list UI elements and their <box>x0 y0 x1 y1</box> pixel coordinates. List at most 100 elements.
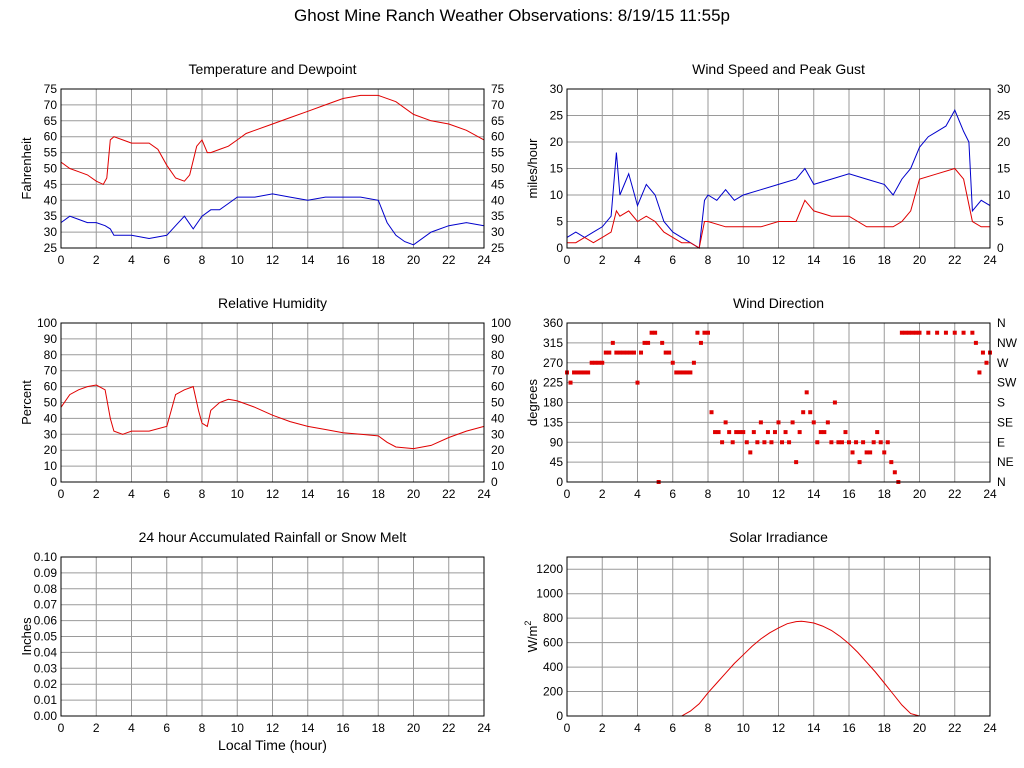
y-tick-label-right: E <box>997 435 1005 449</box>
y-tick-label-right: 100 <box>491 316 511 330</box>
y-tick-label-right: 50 <box>491 396 505 410</box>
data-point <box>706 330 710 335</box>
y-tick-label-right: 65 <box>491 114 505 128</box>
data-point <box>780 440 785 445</box>
y-tick-label: 1200 <box>536 562 563 576</box>
y-tick-label: 0.06 <box>34 614 58 628</box>
x-tick-label: 16 <box>336 253 350 267</box>
data-point <box>797 430 802 435</box>
y-tick-label: 35 <box>44 209 58 223</box>
y-tick-label: 0.08 <box>34 582 58 596</box>
series-line-red <box>567 167 990 249</box>
data-point <box>596 360 601 365</box>
data-point <box>702 330 707 335</box>
y-axis-label: degrees <box>525 379 540 426</box>
x-tick-label: 10 <box>737 253 751 267</box>
y-tick-label: 400 <box>543 660 563 674</box>
y-tick-label-right: 90 <box>491 332 505 346</box>
x-tick-label: 24 <box>477 721 491 735</box>
x-tick-label: 0 <box>564 253 571 267</box>
x-tick-label: 16 <box>336 487 350 501</box>
y-tick-label-right: 50 <box>491 162 505 176</box>
data-point <box>822 430 827 435</box>
y-tick-label-right: 70 <box>491 98 505 112</box>
data-point <box>847 440 851 445</box>
x-tick-label: 12 <box>772 487 786 501</box>
plot-frame <box>566 556 991 717</box>
y-tick-label-right: 20 <box>491 443 505 457</box>
y-tick-label: 25 <box>550 109 564 123</box>
data-point <box>776 420 781 425</box>
data-point <box>698 340 703 345</box>
x-tick-label: 0 <box>58 487 65 501</box>
data-point <box>801 410 806 415</box>
x-tick-label: 8 <box>705 253 712 267</box>
data-point <box>716 430 721 435</box>
chart-title: Relative Humidity <box>218 295 327 311</box>
y-tick-label: 0.01 <box>34 693 58 707</box>
chart-rain: 24 hour Accumulated Rainfall or Snow Mel… <box>19 529 491 735</box>
data-point <box>984 360 989 365</box>
y-tick-label: 0 <box>556 241 563 255</box>
y-tick-label-right: 5 <box>997 215 1004 229</box>
y-tick-label: 45 <box>44 177 58 191</box>
y-tick-label-right: 55 <box>491 146 505 160</box>
y-tick-label: 0.04 <box>34 645 58 659</box>
data-point <box>832 400 837 405</box>
y-tick-label-right: 10 <box>491 459 505 473</box>
data-point <box>857 460 862 465</box>
y-tick-label: 70 <box>44 364 58 378</box>
y-tick-label-right: 35 <box>491 209 505 223</box>
data-point <box>579 370 584 375</box>
x-tick-label: 6 <box>163 721 170 735</box>
x-tick-label: 0 <box>564 487 571 501</box>
data-point <box>709 410 714 415</box>
data-point <box>758 420 763 425</box>
x-tick-label: 2 <box>599 721 606 735</box>
data-point <box>769 440 774 445</box>
x-tick-label: 2 <box>599 487 606 501</box>
data-point <box>765 430 770 435</box>
data-point <box>727 430 732 435</box>
x-tick-label: 22 <box>442 487 456 501</box>
x-tick-label: 24 <box>477 253 491 267</box>
y-tick-label-right: 40 <box>491 411 505 425</box>
y-tick-label-right: N <box>997 316 1006 330</box>
y-tick-label: 90 <box>44 332 58 346</box>
plot-frame <box>566 88 991 249</box>
y-tick-label-right: 30 <box>491 225 505 239</box>
data-point <box>878 440 883 445</box>
y-tick-label: 0.03 <box>34 661 58 675</box>
data-point <box>642 340 647 345</box>
data-point <box>762 440 767 445</box>
y-tick-label: 55 <box>44 146 58 160</box>
y-tick-label: 360 <box>543 316 563 330</box>
y-tick-label: 0.07 <box>34 598 58 612</box>
x-tick-label: 16 <box>842 487 856 501</box>
y-tick-label-right: 60 <box>491 380 505 394</box>
y-tick-label: 315 <box>543 336 563 350</box>
series-line-blue <box>60 193 485 246</box>
data-point <box>674 370 679 375</box>
y-tick-label-right: 60 <box>491 130 505 144</box>
y-tick-label: 135 <box>543 415 563 429</box>
x-tick-label: 10 <box>737 721 751 735</box>
data-point <box>943 330 948 335</box>
y-tick-label: 0.00 <box>34 709 58 723</box>
y-tick-label-right: 0 <box>491 475 498 489</box>
x-tick-label: 16 <box>842 253 856 267</box>
y-tick-label-right: 45 <box>491 177 505 191</box>
x-tick-label: 18 <box>878 487 892 501</box>
y-tick-label: 30 <box>44 225 58 239</box>
y-axis-label: Percent <box>19 380 34 425</box>
data-point <box>667 350 672 355</box>
data-point <box>829 440 834 445</box>
x-tick-label: 20 <box>913 253 927 267</box>
x-tick-label: 8 <box>705 487 712 501</box>
data-point <box>653 330 658 335</box>
data-point <box>684 370 689 375</box>
x-tick-label: 12 <box>266 253 280 267</box>
x-tick-label: 8 <box>199 721 206 735</box>
